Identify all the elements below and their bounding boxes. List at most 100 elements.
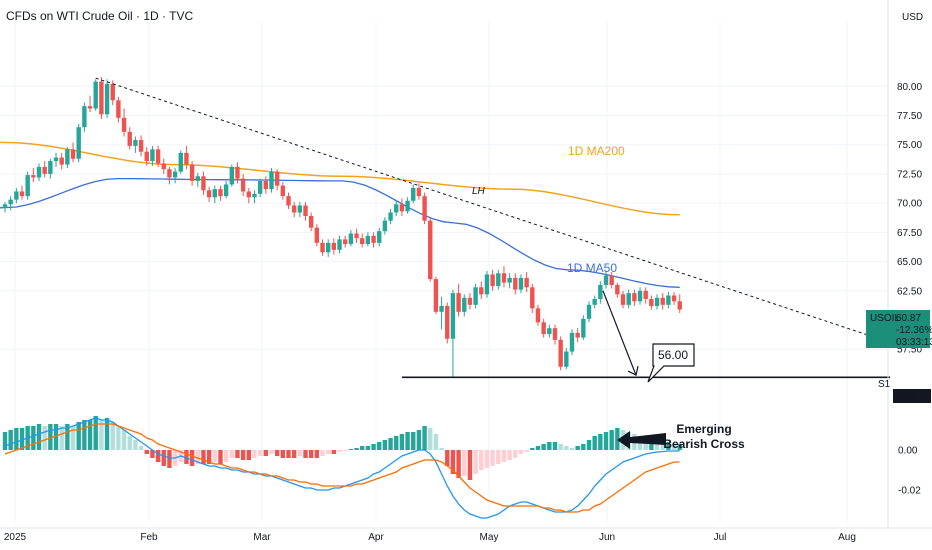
candle-body — [212, 189, 217, 198]
macd-histogram-bar — [405, 432, 410, 450]
candle-body — [150, 149, 155, 162]
price-tick-label: 70.00 — [897, 199, 922, 210]
candle-body — [649, 298, 654, 306]
macd-histogram-bar — [354, 448, 359, 450]
candle-body — [201, 176, 206, 191]
candle-body — [8, 199, 13, 205]
macd-histogram-bar — [320, 450, 325, 456]
candle-body — [428, 220, 433, 280]
candle-body — [399, 204, 405, 212]
candle-body — [348, 233, 354, 245]
macd-histogram-bar — [558, 444, 563, 450]
macd-histogram-bar — [195, 450, 200, 464]
candle-body — [677, 301, 682, 310]
candle-body — [14, 191, 19, 200]
candle-body — [99, 81, 104, 115]
candle-body — [87, 106, 93, 109]
candle-body — [325, 242, 331, 253]
macd-histogram-bar — [70, 426, 76, 450]
bearish-cross-annotation: Emerging Bearish Cross — [617, 422, 745, 451]
candle-body — [184, 152, 189, 165]
lower-high-label: LH — [472, 186, 486, 197]
price-tag-symbol: USOIL — [870, 313, 900, 324]
macd-histogram-bar — [212, 450, 217, 462]
candle-body — [575, 332, 580, 338]
candle-body — [59, 157, 64, 165]
price-tick-label: 72.50 — [897, 169, 922, 180]
macd-histogram-bar — [501, 450, 507, 462]
ma50-label: 1D MA50 — [567, 261, 617, 275]
candle-body — [660, 297, 665, 305]
macd-histogram-bar — [206, 450, 212, 464]
candle-body — [530, 287, 535, 309]
candle-body — [161, 163, 166, 170]
candle-body — [303, 205, 308, 216]
trendline — [95, 77, 883, 341]
candle-body — [110, 83, 115, 101]
candle-body — [439, 305, 444, 312]
price-tick-label: 65.00 — [897, 257, 922, 268]
moving-averages — [0, 141, 680, 288]
time-tick-label: Aug — [838, 532, 856, 543]
candle-body — [456, 293, 461, 312]
macd-histogram-bar — [660, 442, 665, 450]
support-tag-value: 55.1 — [897, 392, 917, 403]
macd-histogram-bar — [36, 424, 42, 450]
candle-body — [48, 161, 53, 174]
macd-histogram-bar — [445, 450, 450, 466]
macd-histogram-bar — [331, 450, 337, 454]
macd-histogram-bar — [150, 450, 155, 458]
macd-histogram-bar — [133, 440, 138, 450]
macd-histogram-bar — [343, 450, 348, 451]
macd-histogram-bar — [365, 446, 371, 450]
macd-histogram-bar — [416, 430, 422, 450]
ma200-label: 1D MA200 — [568, 144, 625, 158]
candles — [2, 76, 682, 378]
macd-histogram-bar — [388, 438, 393, 450]
macd-histogram-bar — [274, 450, 280, 456]
price-tag-countdown: 03:33:13 — [896, 337, 932, 348]
cross-label-line2: Bearish Cross — [663, 437, 745, 451]
candle-body — [484, 274, 490, 295]
candle-body — [133, 140, 138, 146]
candle-body — [569, 332, 575, 352]
candle-body — [286, 196, 291, 206]
price-tag-change: -12.36% — [896, 325, 932, 336]
macd-histogram-bar — [530, 448, 535, 450]
macd-histogram-bar — [218, 450, 223, 464]
candle-body — [354, 233, 359, 239]
macd-histogram-bar — [479, 450, 484, 470]
candle-body — [314, 227, 320, 243]
macd-histogram-bar — [297, 450, 303, 456]
macd-histogram-bar — [518, 450, 524, 454]
macd-histogram-bar — [138, 446, 144, 450]
time-tick-label: 2025 — [4, 532, 27, 543]
candle-body — [76, 127, 81, 159]
left-arrow-icon — [617, 431, 666, 449]
candle-body — [25, 175, 30, 197]
macd-histogram-bar — [76, 422, 81, 450]
macd-histogram-bar — [252, 450, 257, 458]
macd-histogram-bar — [93, 416, 98, 450]
time-tick-label: Mar — [253, 532, 271, 543]
macd-histogram-bar — [615, 428, 620, 450]
macd-histogram-bar — [575, 446, 580, 450]
candle-body — [598, 284, 603, 299]
candle-body — [671, 295, 677, 302]
macd-histogram-bar — [433, 434, 439, 450]
macd-histogram-bar — [524, 450, 529, 452]
ma200-line — [0, 141, 680, 216]
candle-body — [252, 193, 257, 198]
candle-body — [291, 205, 297, 213]
macd-histogram-bar — [422, 426, 427, 450]
macd-histogram-bar — [399, 434, 405, 450]
price-tick-label: 62.50 — [897, 286, 922, 297]
candle-body — [558, 339, 563, 367]
price-tick-label: 75.00 — [897, 140, 922, 151]
macd-histogram-bar — [240, 450, 246, 460]
candle-body — [416, 187, 422, 197]
macd-histogram-bar — [127, 436, 132, 450]
candle-body — [116, 100, 121, 118]
candle-body — [144, 151, 149, 162]
